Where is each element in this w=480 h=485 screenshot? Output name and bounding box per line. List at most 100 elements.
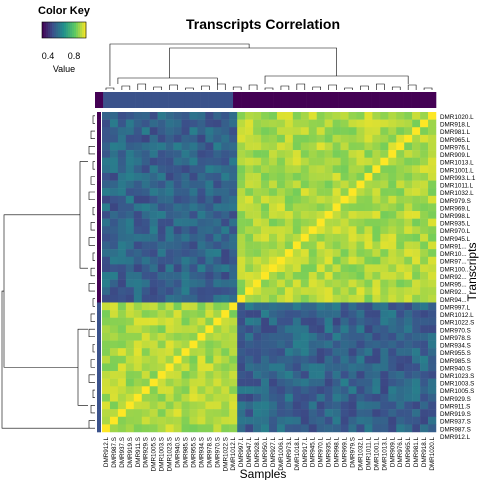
heatmap-cell [412,302,421,311]
heatmap-cell [125,134,135,143]
heatmap-cell [125,150,135,158]
heatmap-cell [149,150,158,158]
heatmap-cell [364,348,373,357]
heatmap-cell [253,233,262,242]
heatmap-cell [340,127,349,136]
heatmap-cell [149,241,158,250]
heatmap-cell [253,348,262,357]
heatmap-cell [149,272,158,280]
heatmap-cell [364,287,373,296]
heatmap-cell [245,112,254,120]
column-dendrogram-link [169,47,337,78]
heatmap-cell [109,340,119,349]
column-side-color [395,92,404,108]
heatmap-cell [428,188,437,197]
heatmap-cell [149,233,158,242]
heatmap-cell [237,241,246,250]
heatmap-cell [102,287,111,296]
heatmap-cell [245,195,254,204]
heatmap-cell [364,401,373,410]
column-side-color [127,92,136,108]
heatmap-cell [364,256,373,265]
heatmap-cell [348,218,357,227]
heatmap-cell [300,264,310,273]
heatmap-cell [102,233,111,242]
heatmap-cell [332,340,341,349]
heatmap-cell [109,302,119,311]
heatmap-cell [133,157,143,166]
heatmap-cell [109,157,119,166]
row-label: DMR1005.S [440,388,474,395]
heatmap-cell [205,302,214,311]
heatmap-cell [221,211,230,219]
heatmap-cell [284,218,294,227]
heatmap-cell [412,134,421,143]
heatmap-cell [356,241,365,250]
heatmap-cell [356,401,365,410]
heatmap-cell [165,249,174,258]
heatmap-cell [388,150,397,158]
column-label: DMR970.S [214,437,221,468]
heatmap-cell [261,142,270,151]
heatmap-cell [141,386,150,395]
heatmap-cell [125,233,135,242]
heatmap-cell [213,119,222,128]
heatmap-cell [292,203,302,212]
heatmap-cell [356,424,365,433]
heatmap-cell [165,363,174,372]
heatmap-cell [205,180,214,189]
heatmap-cell [428,363,437,372]
heatmap-cell [165,371,174,379]
heatmap-cell [380,287,389,296]
heatmap-cell [173,157,182,166]
heatmap-cell [125,393,135,402]
heatmap-cell [133,378,143,387]
heatmap-cell [237,401,246,410]
heatmap-cell [213,332,222,341]
heatmap-cell [300,386,310,395]
heatmap-cell [308,142,317,151]
heatmap-cell [364,310,373,318]
heatmap-cell [141,180,150,189]
heatmap-cell [117,165,127,174]
column-labels: DMR912.L DMR987.S DMR937.S DMR919.S DMR911.S… [103,437,436,472]
heatmap-cell [245,226,254,235]
heatmap-cell [237,180,246,189]
heatmap-cell [229,218,238,227]
heatmap-cell [229,188,238,197]
heatmap-cell [388,279,397,288]
heatmap-cell [109,363,119,372]
heatmap-cell [102,302,111,311]
heatmap-cell [181,172,190,181]
heatmap-cell [332,386,341,395]
row-side-color [97,211,101,219]
heatmap-cell [237,332,246,341]
column-dendrogram-link [344,87,353,90]
heatmap-cell [165,150,174,158]
column-label: DMR1020.L [429,437,436,471]
heatmap-cell [141,142,150,151]
heatmap-cell [125,211,135,219]
heatmap-cell [237,264,246,273]
heatmap-cell [300,119,310,128]
heatmap-cell [332,165,341,174]
heatmap-cell [308,264,317,273]
heatmap-cell [388,127,397,136]
heatmap-cell [380,371,389,379]
heatmap-cell [141,112,150,120]
heatmap-cell [245,378,254,387]
color-key-swatch [64,22,67,38]
heatmap-cell [292,127,302,136]
column-label: DMR935.L [326,437,333,468]
heatmap-cell [133,134,143,143]
heatmap-cell [372,348,381,357]
heatmap-cell [245,424,254,433]
heatmap-cell [276,172,286,181]
heatmap-cell [332,233,341,242]
row-label: DMR92... [440,274,467,281]
heatmap-cell [237,371,246,379]
heatmap-cell [332,287,341,296]
heatmap-cell [388,241,397,250]
heatmap-cell [149,386,158,395]
heatmap-cell [165,112,174,120]
